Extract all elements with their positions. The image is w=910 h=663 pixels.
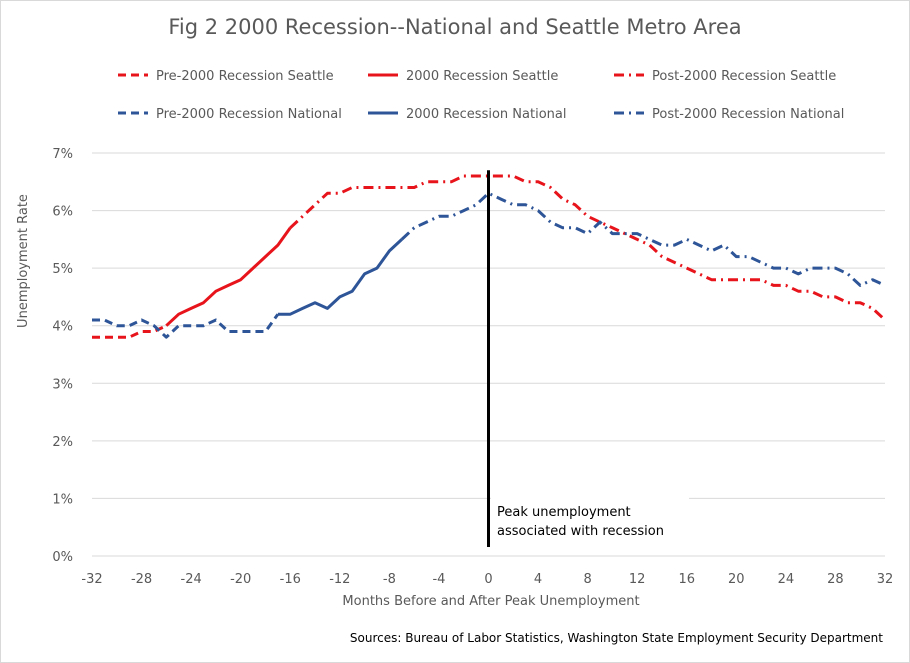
legend-label-0: Pre-2000 Recession Seattle	[156, 69, 334, 84]
annotation-line-2: associated with recession	[497, 524, 664, 539]
x-tick-label: 0	[484, 572, 492, 587]
y-tick-label: 2%	[52, 435, 73, 450]
series-line-4	[277, 238, 403, 316]
series-line-1	[165, 226, 292, 327]
y-tick-label: 6%	[52, 205, 73, 220]
series-line-5	[400, 191, 886, 287]
x-tick-label: -16	[280, 572, 301, 587]
legend: Pre-2000 Recession Seattle 2000 Recession…	[118, 69, 844, 122]
legend-label-5: Post-2000 Recession National	[652, 107, 844, 122]
annotation-line-1: Peak unemployment	[497, 505, 631, 520]
legend-label-1: 2000 Recession Seattle	[406, 69, 558, 84]
x-tick-label: 32	[877, 572, 894, 587]
x-tick-label: -24	[181, 572, 202, 587]
source-note: Sources: Bureau of Labor Statistics, Was…	[350, 631, 883, 645]
x-tick-label: -32	[81, 572, 102, 587]
y-tick-label: 0%	[52, 550, 73, 565]
x-tick-label: 8	[583, 572, 591, 587]
legend-label-2: Post-2000 Recession Seattle	[652, 69, 836, 84]
x-tick-label: 24	[778, 572, 795, 587]
annotation-background	[491, 497, 689, 543]
chart-title: Fig 2 2000 Recession--National and Seatt…	[168, 15, 741, 39]
x-tick-label: 4	[534, 572, 542, 587]
series-lines	[92, 174, 887, 339]
y-tick-label: 7%	[52, 147, 73, 162]
x-tick-label: -12	[329, 572, 350, 587]
x-axis-ticks: -32 -28 -24 -20 -16 -12 -8 -4 0 4 8 12 16 20 24 28 32	[81, 572, 893, 587]
y-tick-label: 5%	[52, 262, 73, 277]
series-line-3	[92, 313, 280, 339]
legend-label-4: 2000 Recession National	[406, 107, 566, 122]
y-axis-ticks: 0% 1% 2% 3% 4% 5% 6% 7%	[52, 147, 73, 565]
y-tick-label: 3%	[52, 377, 73, 392]
y-tick-label: 4%	[52, 320, 73, 335]
x-tick-label: -28	[131, 572, 152, 587]
x-tick-label: -4	[432, 572, 445, 587]
x-tick-label: 16	[678, 572, 695, 587]
y-tick-label: 1%	[52, 492, 73, 507]
legend-label-3: Pre-2000 Recession National	[156, 107, 342, 122]
x-tick-label: -8	[383, 572, 396, 587]
x-tick-label: 12	[629, 572, 646, 587]
x-tick-label: -20	[230, 572, 251, 587]
series-line-2	[289, 174, 887, 322]
x-axis-label: Months Before and After Peak Unemploymen…	[342, 594, 639, 609]
y-axis-label: Unemployment Rate	[16, 194, 31, 328]
x-tick-label: 20	[728, 572, 745, 587]
x-tick-label: 28	[827, 572, 844, 587]
